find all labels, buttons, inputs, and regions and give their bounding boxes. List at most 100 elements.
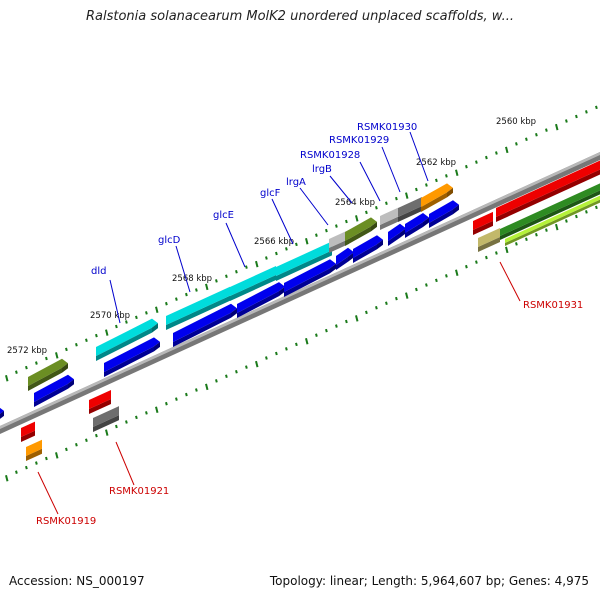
tick-lower-49 [495,251,498,255]
tick-upper-11 [115,324,118,329]
tick-lower-47 [475,260,478,264]
tick-lower-30 [305,338,309,345]
tick-upper-48 [485,155,488,160]
tick-upper-58 [585,110,588,114]
gene-label-rsmk01928[interactable]: RSMK01928 [300,150,360,161]
tick-upper-10 [105,329,109,336]
tick-upper-42 [425,183,428,187]
tick-lower-19 [195,388,198,392]
gene-label-rsmk01919[interactable]: RSMK01919 [36,516,96,527]
tick-lower-31 [315,333,318,337]
feature-yellowgreen-long [505,195,600,246]
tick-upper-44 [445,174,448,178]
tick-lower-59 [595,205,598,210]
gene-label-glcE[interactable]: glcE [213,210,234,221]
tick-upper-34 [345,219,348,224]
feature-rsmk01928 [380,207,398,230]
tick-upper-4 [45,356,48,361]
tick-upper-19 [195,288,198,292]
tick-upper-32 [325,228,328,233]
tick-upper-51 [515,142,518,146]
feature-lrgB [345,217,377,246]
tick-upper-15 [155,306,159,314]
tick-upper-33 [335,224,338,228]
tick-upper-30 [305,238,309,245]
tick-upper-29 [295,242,298,247]
tick-lower-17 [175,397,178,401]
tick-lower-32 [325,328,328,333]
tick-lower-33 [335,324,338,328]
tick-lower-20 [205,383,209,391]
tick-label-2566: 2566 kbp [254,237,294,247]
tick-upper-47 [475,160,478,164]
chromosome-backbone [0,152,600,434]
cds-edge-left [0,407,4,419]
tick-lower-24 [245,365,248,369]
tick-upper-18 [185,292,188,297]
cds-glcD [173,303,237,347]
gene-label-lrgA[interactable]: lrgA [286,177,306,188]
tick-lower-7 [75,443,78,447]
tick-lower-15 [155,406,159,414]
tick-lower-43 [435,278,438,283]
tick-upper-31 [315,233,318,237]
tick-lower-3 [35,461,38,465]
tick-upper-35 [355,215,359,222]
cds-rsmk01929 [405,213,429,238]
tick-lower-57 [575,214,578,219]
tick-lower-55 [555,223,559,231]
tick-lower-22 [225,374,228,379]
tick-upper-54 [545,128,548,132]
tick-lower-25 [255,360,259,368]
tick-lower-36 [365,310,368,315]
cds-rsmk01928 [388,223,406,246]
tick-upper-25 [255,260,259,268]
gene-label-glcF[interactable]: glcF [260,188,281,199]
gene-labels-bottom: RSMK01931 RSMK01921 RSMK01919 [36,300,583,527]
cds-rsmk01930 [429,200,459,228]
gene-label-rsmk01930[interactable]: RSMK01930 [357,122,417,133]
tick-label-2560: 2560 kbp [496,117,536,127]
scale-labels: 2560 kbp 2562 kbp 2564 kbp 2566 kbp 2568… [7,117,536,356]
tick-lower-4 [45,456,48,461]
tick-upper-17 [175,297,178,301]
tick-upper-26 [265,256,268,260]
tick-lower-52 [525,237,528,242]
tick-lower-56 [565,219,568,223]
tick-upper-13 [135,315,138,320]
tick-lower-50 [505,246,509,254]
tick-lower-12 [125,420,128,424]
accession-text: Accession: NS_000197 [9,574,145,588]
tick-lower-6 [65,447,68,452]
tick-label-2570: 2570 kbp [90,311,130,321]
tick-track-lower [5,205,598,482]
gene-label-glcD[interactable]: glcD [158,235,181,246]
tick-lower-14 [145,411,148,415]
tick-upper-16 [165,301,168,306]
feature-red-long [496,160,600,222]
callout-lines-bottom [37,261,521,515]
gene-label-rsmk01931[interactable]: RSMK01931 [523,300,583,311]
feature-lrgA [329,229,349,253]
reverse-strand-features [21,211,500,461]
tick-lower-45 [455,269,459,277]
gene-label-dld[interactable]: dld [91,266,106,277]
tick-upper-24 [245,265,248,269]
tick-upper-28 [285,247,288,251]
gene-label-lrgB[interactable]: lrgB [312,164,332,175]
tick-label-2562: 2562 kbp [416,158,456,168]
tick-lower-39 [395,296,398,301]
gene-label-rsmk01921[interactable]: RSMK01921 [109,486,169,497]
feature-green-long [500,183,600,240]
tick-upper-53 [535,132,538,137]
cds-lrgB [353,235,383,263]
feature-dld [96,318,158,361]
tick-upper-3 [35,361,38,365]
tick-upper-50 [505,146,509,154]
tick-upper-5 [55,352,59,359]
feature-rsmk01931-red [473,211,493,235]
tick-lower-21 [215,379,218,383]
gene-label-rsmk01929[interactable]: RSMK01929 [329,135,389,146]
tick-upper-0 [5,375,9,382]
